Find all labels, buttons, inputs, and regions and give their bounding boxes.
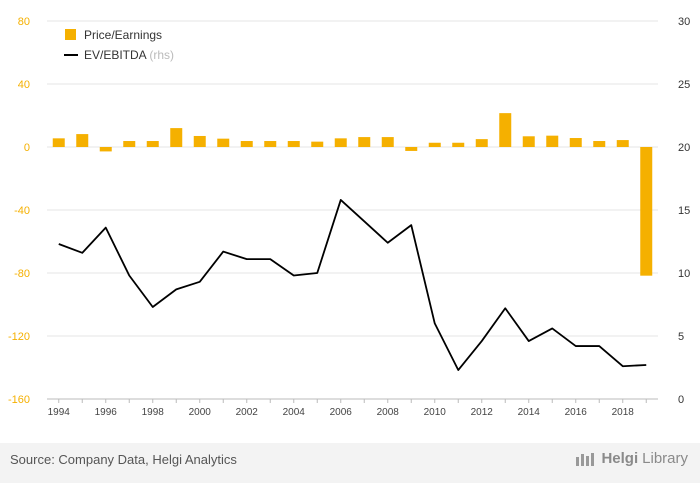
pe-bar [240, 141, 253, 147]
y-right-tick-label: 30 [678, 16, 690, 28]
y-left-tick-label: 40 [18, 79, 30, 91]
pe-bar [640, 147, 653, 276]
x-tick-label: 2018 [612, 407, 635, 418]
x-tick-label: 2010 [424, 407, 447, 418]
legend-label-ev-ebitda: EV/EBITDA (rhs) [84, 48, 174, 62]
pe-bar [452, 142, 465, 147]
x-tick-label: 1994 [48, 407, 71, 418]
pe-bar [76, 134, 89, 147]
y-right-tick-label: 5 [678, 331, 684, 343]
y-right-tick-label: 25 [678, 79, 690, 91]
pe-bar [264, 141, 277, 147]
pe-bar [358, 137, 371, 147]
pe-bar [428, 142, 441, 147]
ev-ebitda-line [58, 199, 647, 371]
x-tick-label: 2002 [236, 407, 259, 418]
y-left-tick-label: 80 [18, 16, 30, 28]
x-tick-label: 2006 [330, 407, 353, 418]
x-tick-label: 1998 [142, 407, 165, 418]
y-right-tick-label: 15 [678, 205, 690, 217]
pe-bar [381, 137, 394, 147]
chart-svg: 80 40 0 -40 -80 -120 -160 30 25 20 15 10 5 0 1994 199… [8, 16, 690, 418]
brand-thin: Library [642, 450, 688, 467]
x-tick-label: 2004 [283, 407, 306, 418]
x-tick-label: 1996 [95, 407, 118, 418]
legend-swatch-price-earnings [65, 29, 76, 40]
pe-bar [99, 147, 112, 152]
pe-bar [593, 141, 606, 147]
pe-bar [217, 138, 230, 147]
x-tick-label: 2016 [565, 407, 588, 418]
y-left-tick-label: 0 [24, 142, 30, 154]
pe-bar [52, 138, 65, 147]
y-right-tick-label: 20 [678, 142, 690, 154]
x-tick-label: 2012 [471, 407, 494, 418]
pe-bar [499, 113, 512, 147]
pe-bar [311, 141, 324, 147]
pe-bar [616, 140, 629, 147]
pe-bar [193, 135, 206, 147]
y-right-tick-label: 0 [678, 394, 684, 406]
pe-bar [170, 128, 183, 147]
brand-bold: Helgi [601, 450, 639, 467]
library-icon [576, 452, 595, 466]
y-left-tick-label: -40 [14, 205, 30, 217]
footer: Source: Company Data, Helgi Analytics He… [0, 443, 700, 483]
pe-bar [287, 141, 300, 147]
pe-bar [475, 139, 488, 147]
x-tick-label: 2008 [377, 407, 400, 418]
pe-bar [334, 138, 347, 147]
pe-bar [522, 136, 535, 147]
legend-label-price-earnings: Price/Earnings [84, 28, 162, 42]
pe-bar [569, 138, 582, 147]
y-left-tick-label: -120 [8, 331, 30, 343]
pe-bar [405, 147, 418, 151]
pe-bar [146, 141, 159, 147]
y-right-tick-label: 10 [678, 268, 690, 280]
x-tick-label: 2014 [518, 407, 541, 418]
y-left-tick-label: -160 [8, 394, 30, 406]
x-tick-label: 2000 [189, 407, 212, 418]
legend-rhs-note: (rhs) [149, 48, 174, 62]
y-left-tick-label: -80 [14, 268, 30, 280]
pe-bar [546, 135, 559, 147]
source-text: Source: Company Data, Helgi Analytics [10, 452, 237, 467]
pe-bar [123, 141, 136, 147]
helgi-library-logo: Helgi Library [575, 450, 688, 467]
